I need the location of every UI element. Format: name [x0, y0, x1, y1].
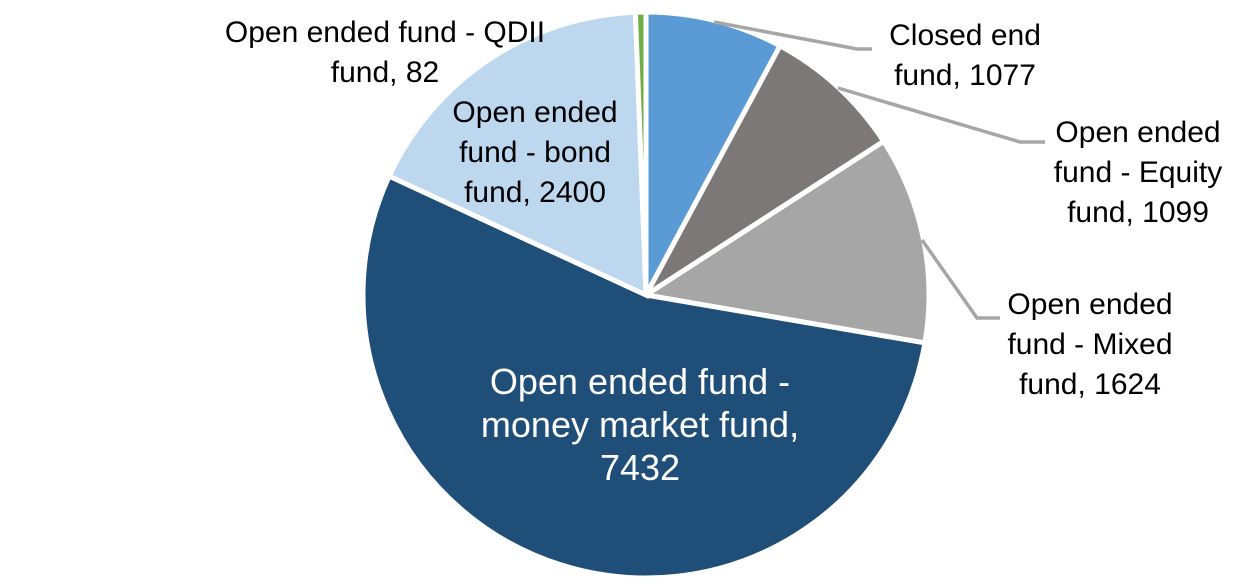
data-label-line: Open ended fund -: [489, 361, 791, 402]
data-label-line: fund, 2400: [464, 176, 606, 209]
leader-line-equity-fund: [837, 86, 1045, 144]
data-label-line: fund, 82: [330, 56, 440, 89]
data-label-line: Open ended: [1007, 288, 1173, 321]
data-label-line: fund, 1099: [1067, 196, 1209, 229]
data-label-equity-fund: Open ended fund - Equity fund, 1099: [1054, 113, 1222, 233]
data-label-line: fund, 1624: [1019, 368, 1161, 401]
leader-line-mixed-fund: [920, 238, 1000, 320]
pie-slice-qdii-fund: [632, 9, 649, 296]
data-label-line: fund - Equity: [1053, 156, 1223, 189]
pie-slice-mixed-fund: [639, 137, 932, 346]
leader-line-closed-end-fund: [713, 20, 872, 51]
data-label-mixed-fund: Open ended fund - Mixed fund, 1624: [1007, 285, 1172, 405]
data-label-line: fund - bond: [459, 136, 611, 169]
data-label-line: Open ended: [452, 96, 618, 129]
pie-slice-money-market-fund: [360, 172, 928, 581]
data-label-bond-fund: Open ended fund - bond fund, 2400: [452, 93, 617, 213]
data-label-line: Closed end: [889, 19, 1041, 52]
data-label-closed-end-fund: Closed end fund, 1077: [889, 16, 1041, 96]
pie-slice-bond-fund: [385, 9, 649, 299]
data-label-qdii-fund: Open ended fund - QDII fund, 82: [225, 13, 545, 93]
data-label-line: Open ended: [1055, 116, 1221, 149]
data-label-money-market-fund: Open ended fund - money market fund, 743…: [481, 360, 799, 489]
data-label-line: fund, 1077: [894, 59, 1036, 92]
pie-slice-equity-fund: [643, 42, 888, 298]
data-label-line: money market fund,: [480, 404, 800, 445]
data-label-line: fund - Mixed: [1007, 328, 1173, 361]
data-label-line: Open ended fund - QDII: [224, 16, 546, 49]
data-label-line: 7432: [599, 447, 681, 488]
